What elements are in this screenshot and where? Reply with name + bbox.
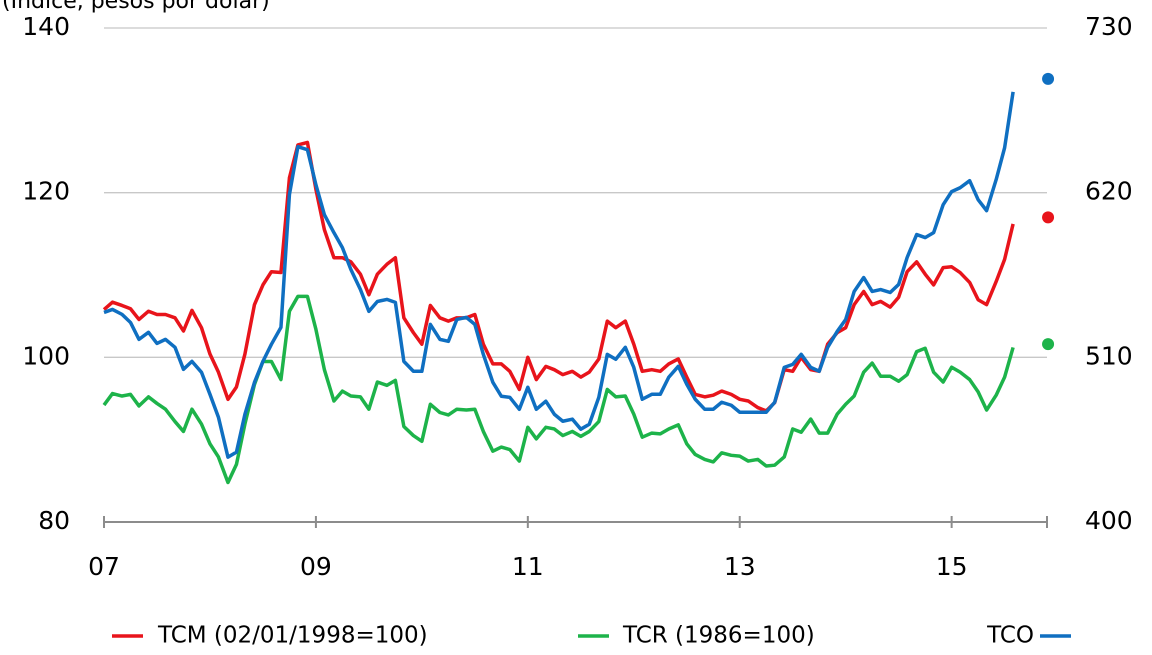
legend-label: TCM (02/01/1998=100)	[157, 623, 428, 649]
x-tick-label: 13	[724, 552, 756, 581]
x-tick-label: 11	[512, 552, 544, 581]
y-tick-label: 100	[22, 341, 70, 370]
end-marker	[1042, 72, 1055, 85]
y-tick-label: 120	[22, 177, 70, 206]
y2-tick-label: 730	[1085, 12, 1133, 41]
end-marker	[1042, 211, 1055, 224]
line-series	[102, 294, 1015, 485]
x-tick-label: 09	[300, 552, 332, 581]
y-tick-label: 140	[22, 12, 70, 41]
chart-subtitle: (Índice, pesos por dólar)	[2, 0, 270, 14]
line-series	[103, 91, 1015, 459]
legend-label: TCO	[986, 623, 1034, 649]
legend-label: TCR (1986=100)	[622, 623, 815, 649]
x-tick-label: 07	[88, 552, 120, 581]
x-tick-label: 15	[936, 552, 968, 581]
y2-tick-label: 620	[1085, 177, 1133, 206]
end-marker	[1042, 338, 1055, 351]
y2-tick-label: 400	[1085, 506, 1133, 535]
y2-tick-label: 510	[1085, 341, 1133, 370]
line-series	[102, 140, 1015, 413]
y-tick-label: 80	[38, 506, 70, 535]
